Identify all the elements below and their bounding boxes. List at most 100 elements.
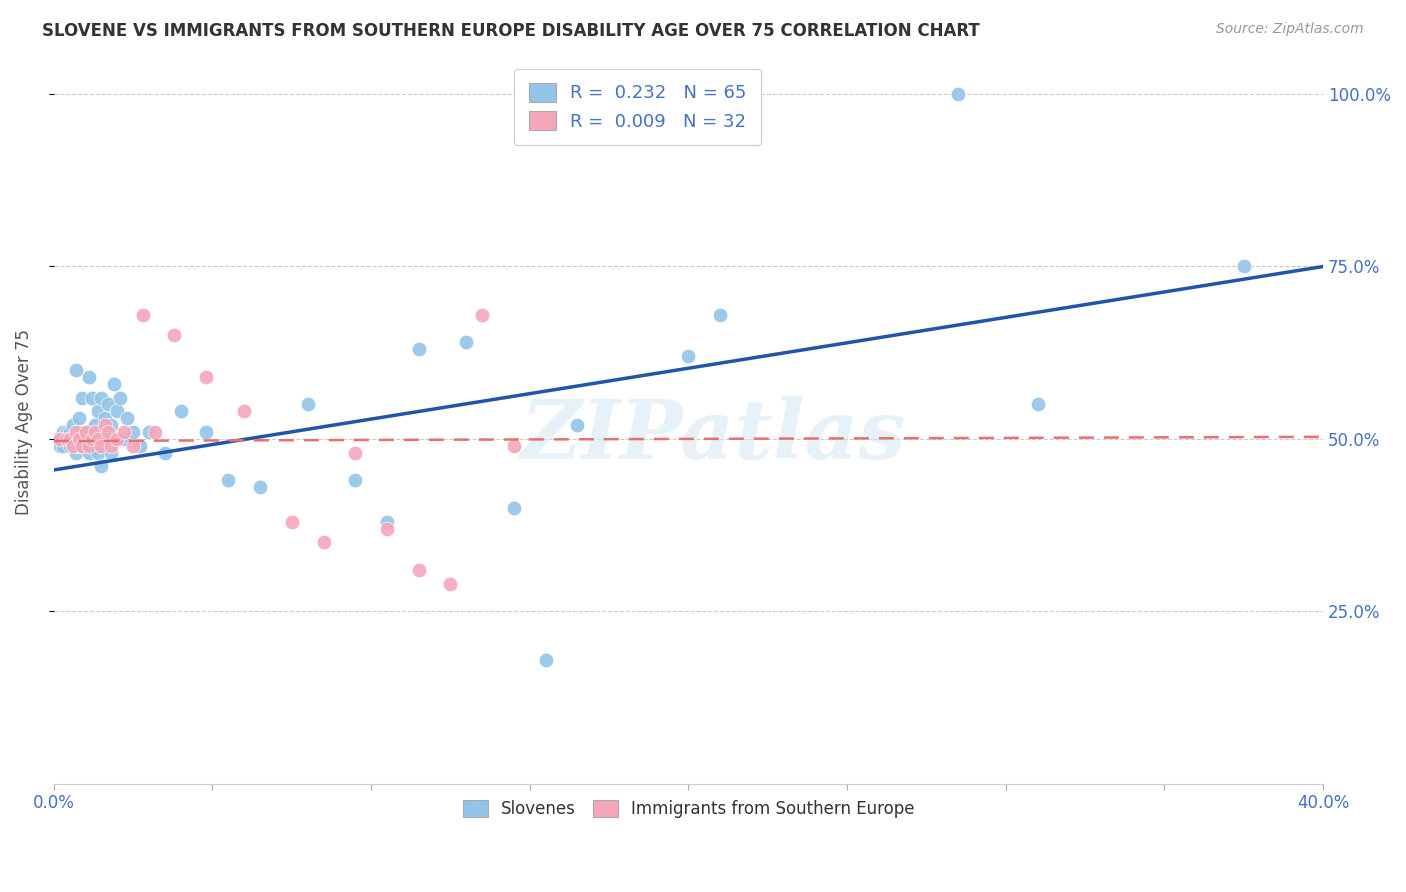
Point [65,425,87,439]
Point [678,349,700,363]
Point [344,473,367,487]
Point [59,432,82,446]
Point [115,411,138,425]
Point [105,404,128,418]
Point [598,87,620,101]
Point [87,446,110,460]
Point [948,87,970,101]
Point [77,439,100,453]
Point [52,425,75,439]
Point [93,411,115,425]
Point [59,432,82,446]
Point [122,439,145,453]
Point [67,411,90,425]
Point [77,446,100,460]
Text: ZIPatlas: ZIPatlas [522,396,907,476]
Point [375,522,398,536]
Point [80,391,103,405]
Point [582,87,605,101]
Point [93,418,115,433]
Point [72,439,94,453]
Point [72,439,94,453]
Point [534,652,557,666]
Text: Source: ZipAtlas.com: Source: ZipAtlas.com [1216,22,1364,37]
Point [456,335,478,350]
Point [90,459,112,474]
Point [52,439,75,453]
Point [233,404,256,418]
Point [281,515,304,529]
Point [217,473,239,487]
Point [97,397,120,411]
Point [75,425,97,439]
Point [84,418,107,433]
Point [112,432,135,446]
Point [471,308,494,322]
Point [75,439,97,453]
Point [439,576,461,591]
Point [65,363,87,377]
Point [297,397,319,411]
Point [62,432,84,446]
Point [100,446,122,460]
Point [1233,260,1256,274]
Point [110,391,132,405]
Point [55,425,77,439]
Point [80,432,103,446]
Point [77,369,100,384]
Point [312,535,335,549]
Point [100,418,122,433]
Point [131,308,153,322]
Point [49,432,72,446]
Point [344,446,367,460]
Point [49,432,72,446]
Point [62,439,84,453]
Point [67,425,90,439]
Point [84,425,107,439]
Point [138,425,160,439]
Point [503,500,526,515]
Legend: Slovenes, Immigrants from Southern Europe: Slovenes, Immigrants from Southern Europ… [454,791,922,826]
Point [249,480,271,494]
Point [59,425,82,439]
Point [93,432,115,446]
Point [145,425,167,439]
Point [49,439,72,453]
Point [97,425,120,439]
Point [100,439,122,453]
Point [46,432,69,446]
Point [375,515,398,529]
Point [163,328,186,343]
Point [567,418,589,433]
Point [408,343,430,357]
Point [195,369,218,384]
Point [90,439,112,453]
Point [67,432,90,446]
Point [170,404,193,418]
Point [153,446,176,460]
Point [65,446,87,460]
Point [90,391,112,405]
Point [112,425,135,439]
Point [1026,397,1049,411]
Point [55,432,77,446]
Point [103,376,125,391]
Point [65,425,87,439]
Point [80,432,103,446]
Y-axis label: Disability Age Over 75: Disability Age Over 75 [15,328,32,515]
Point [67,439,90,453]
Point [62,418,84,433]
Point [105,432,128,446]
Point [75,425,97,439]
Point [122,425,145,439]
Point [55,432,77,446]
Point [408,563,430,577]
Point [195,425,218,439]
Point [128,439,150,453]
Point [87,404,110,418]
Point [87,432,110,446]
Text: SLOVENE VS IMMIGRANTS FROM SOUTHERN EUROPE DISABILITY AGE OVER 75 CORRELATION CH: SLOVENE VS IMMIGRANTS FROM SOUTHERN EURO… [42,22,980,40]
Point [709,308,731,322]
Point [503,439,526,453]
Point [72,391,94,405]
